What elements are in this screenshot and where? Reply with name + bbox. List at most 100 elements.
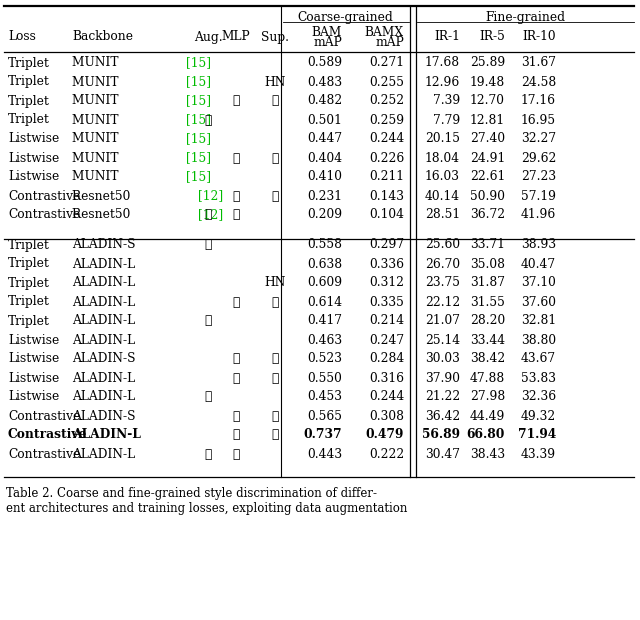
Text: Triplet: Triplet: [8, 296, 50, 309]
Text: Listwise: Listwise: [8, 353, 60, 366]
Text: [15]: [15]: [186, 170, 211, 184]
Text: Listwise: Listwise: [8, 391, 60, 404]
Text: 0.482: 0.482: [307, 94, 342, 107]
Text: 12.96: 12.96: [425, 76, 460, 89]
Text: Aug.: Aug.: [194, 30, 222, 43]
Text: ✓: ✓: [232, 208, 240, 221]
Text: MUNIT: MUNIT: [72, 133, 122, 146]
Text: ✓: ✓: [232, 353, 240, 366]
Text: 35.08: 35.08: [470, 257, 505, 270]
Text: ✓: ✓: [204, 208, 212, 221]
Text: 43.67: 43.67: [521, 353, 556, 366]
Text: 12.81: 12.81: [470, 113, 505, 126]
Text: 31.55: 31.55: [470, 296, 505, 309]
Text: 0.226: 0.226: [369, 151, 404, 164]
Text: [15]: [15]: [186, 151, 211, 164]
Text: Contrastive: Contrastive: [8, 428, 88, 441]
Text: Triplet: Triplet: [8, 56, 50, 69]
Text: 38.42: 38.42: [470, 353, 505, 366]
Text: IR-1: IR-1: [434, 30, 460, 43]
Text: Resnet50: Resnet50: [72, 208, 134, 221]
Text: MUNIT: MUNIT: [72, 76, 122, 89]
Text: 56.89: 56.89: [422, 428, 460, 441]
Text: 38.43: 38.43: [470, 448, 505, 461]
Text: 0.209: 0.209: [307, 208, 342, 221]
Text: 0.589: 0.589: [307, 56, 342, 69]
Text: ✓: ✓: [204, 448, 212, 461]
Text: [15]: [15]: [186, 113, 211, 126]
Text: ✓: ✓: [204, 314, 212, 327]
Text: 41.96: 41.96: [521, 208, 556, 221]
Text: 17.68: 17.68: [425, 56, 460, 69]
Text: 36.72: 36.72: [470, 208, 505, 221]
Text: 0.550: 0.550: [307, 371, 342, 384]
Text: 7.79: 7.79: [433, 113, 460, 126]
Text: 0.463: 0.463: [307, 334, 342, 347]
Text: Resnet50: Resnet50: [72, 190, 134, 203]
Text: 47.88: 47.88: [470, 371, 505, 384]
Text: Fine-grained: Fine-grained: [485, 11, 565, 24]
Text: ALADIN-L: ALADIN-L: [72, 428, 141, 441]
Text: 28.20: 28.20: [470, 314, 505, 327]
Text: 0.252: 0.252: [369, 94, 404, 107]
Text: 37.60: 37.60: [521, 296, 556, 309]
Text: 0.316: 0.316: [369, 371, 404, 384]
Text: ✓: ✓: [232, 151, 240, 164]
Text: 28.51: 28.51: [425, 208, 460, 221]
Text: mAP: mAP: [313, 35, 342, 48]
Text: ✓: ✓: [232, 296, 240, 309]
Text: IR-5: IR-5: [479, 30, 505, 43]
Text: 25.60: 25.60: [425, 239, 460, 252]
Text: 32.36: 32.36: [521, 391, 556, 404]
Text: 27.23: 27.23: [521, 170, 556, 184]
Text: 0.447: 0.447: [307, 133, 342, 146]
Text: ✓: ✓: [232, 371, 240, 384]
Text: 0.443: 0.443: [307, 448, 342, 461]
Text: [12]: [12]: [198, 208, 223, 221]
Text: 0.231: 0.231: [307, 190, 342, 203]
Text: 0.247: 0.247: [369, 334, 404, 347]
Text: ✓: ✓: [271, 190, 278, 203]
Text: [15]: [15]: [186, 56, 211, 69]
Text: [15]: [15]: [186, 133, 211, 146]
Text: ALADIN-L: ALADIN-L: [72, 314, 135, 327]
Text: 0.614: 0.614: [307, 296, 342, 309]
Text: 30.03: 30.03: [425, 353, 460, 366]
Text: 37.90: 37.90: [425, 371, 460, 384]
Text: Backbone: Backbone: [72, 30, 133, 43]
Text: 0.417: 0.417: [307, 314, 342, 327]
Text: 23.75: 23.75: [425, 277, 460, 290]
Text: 33.44: 33.44: [470, 334, 505, 347]
Text: 30.47: 30.47: [425, 448, 460, 461]
Text: ✓: ✓: [232, 409, 240, 422]
Text: 17.16: 17.16: [521, 94, 556, 107]
Text: Triplet: Triplet: [8, 76, 50, 89]
Text: 20.15: 20.15: [425, 133, 460, 146]
Text: 53.83: 53.83: [521, 371, 556, 384]
Text: [15]: [15]: [186, 94, 211, 107]
Text: 29.62: 29.62: [520, 151, 556, 164]
Text: Listwise: Listwise: [8, 151, 60, 164]
Text: MUNIT: MUNIT: [72, 151, 122, 164]
Text: 26.70: 26.70: [425, 257, 460, 270]
Text: Listwise: Listwise: [8, 170, 60, 184]
Text: 0.312: 0.312: [369, 277, 404, 290]
Text: BAM: BAM: [312, 25, 342, 38]
Text: ALADIN-L: ALADIN-L: [72, 448, 135, 461]
Text: 38.93: 38.93: [521, 239, 556, 252]
Text: ✓: ✓: [271, 409, 278, 422]
Text: Listwise: Listwise: [8, 334, 60, 347]
Text: ALADIN-L: ALADIN-L: [72, 334, 135, 347]
Text: 0.483: 0.483: [307, 76, 342, 89]
Text: 12.70: 12.70: [470, 94, 505, 107]
Text: MUNIT: MUNIT: [72, 94, 122, 107]
Text: Listwise: Listwise: [8, 133, 60, 146]
Text: ✓: ✓: [271, 296, 278, 309]
Text: ALADIN-L: ALADIN-L: [72, 277, 135, 290]
Text: Triplet: Triplet: [8, 239, 50, 252]
Text: 0.211: 0.211: [369, 170, 404, 184]
Text: MUNIT: MUNIT: [72, 170, 122, 184]
Text: Contrastive: Contrastive: [8, 208, 80, 221]
Text: Coarse-grained: Coarse-grained: [298, 11, 394, 24]
Text: 0.501: 0.501: [307, 113, 342, 126]
